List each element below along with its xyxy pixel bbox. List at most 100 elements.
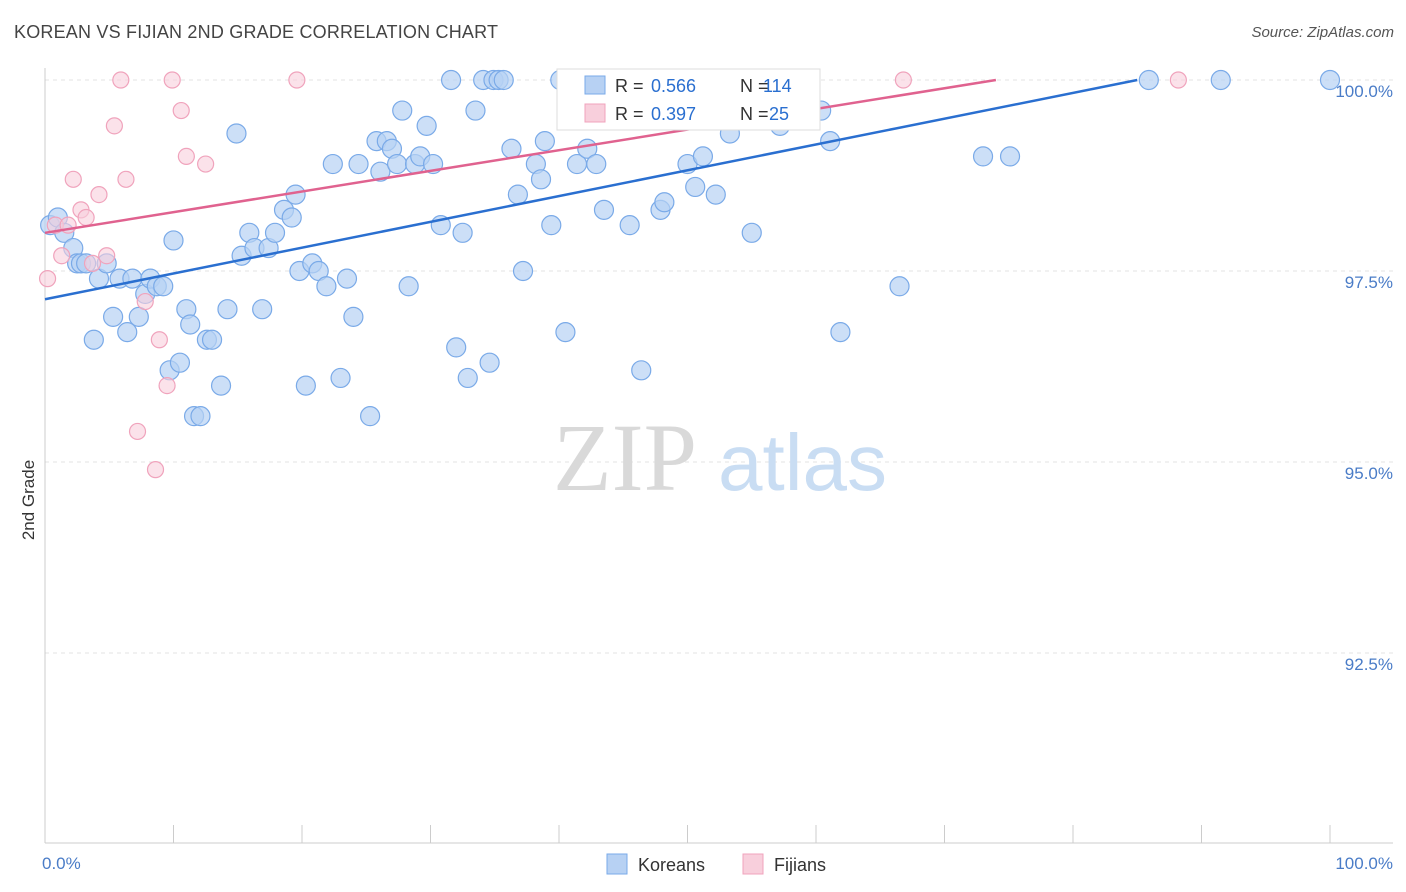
korean-point	[512, 260, 534, 282]
fijian-point	[77, 208, 95, 227]
watermark-atlas: atlas	[718, 418, 887, 507]
watermark-zip: ZIP	[553, 404, 697, 511]
korean-point	[1138, 69, 1159, 91]
korean-point	[534, 131, 555, 152]
korean-point	[398, 276, 419, 297]
korean-point	[330, 367, 351, 389]
fijian-point	[146, 461, 165, 479]
korean-point	[128, 306, 149, 327]
legend-fijians-label: Fijians	[774, 855, 826, 875]
fijian-point	[158, 377, 176, 395]
legend-koreans-swatch	[606, 853, 628, 875]
x-tick-label: 0.0%	[42, 854, 81, 873]
series-koreans-points	[40, 69, 1341, 427]
korean-point	[889, 276, 910, 297]
korean-point	[281, 207, 302, 228]
fijian-point	[117, 170, 135, 188]
fijian-point	[894, 71, 912, 89]
korean-point	[190, 406, 211, 427]
fijian-point	[1169, 71, 1187, 89]
korean-point	[343, 306, 364, 327]
korean-point	[210, 375, 232, 396]
korean-point	[593, 199, 615, 220]
y-axis-label: 2nd Grade	[19, 460, 38, 540]
fijian-point	[105, 117, 123, 135]
x-tick-label: 100.0%	[1335, 854, 1393, 873]
legend-koreans-label: Koreans	[638, 855, 705, 875]
fijian-point	[38, 270, 57, 288]
korean-point	[392, 100, 413, 121]
stats-legend: R = 0.566 N = 114 R = 0.397 N = 25	[556, 68, 821, 131]
tick-labels: 100.0% 97.5% 95.0% 92.5% 0.0% 100.0%	[42, 82, 1393, 873]
korean-point	[541, 215, 562, 236]
korean-point	[169, 352, 191, 373]
y-tick-label: 100.0%	[1335, 82, 1393, 101]
korean-point	[507, 184, 528, 205]
y-tick-label: 95.0%	[1345, 464, 1393, 483]
fijian-point	[83, 254, 102, 272]
korean-point	[530, 169, 552, 190]
korean-point	[252, 299, 273, 320]
legend-fijians-swatch	[742, 853, 764, 875]
korean-point	[555, 322, 576, 343]
y-tick-label: 92.5%	[1345, 655, 1393, 674]
korean-point	[226, 123, 247, 144]
korean-point	[631, 360, 652, 381]
watermark: ZIP atlas	[553, 404, 887, 511]
y-tick-label: 97.5%	[1345, 273, 1393, 292]
korean-point	[452, 222, 473, 243]
axes	[44, 68, 1393, 844]
stats-fijians-r-label: R =	[615, 104, 644, 124]
fijian-point	[53, 247, 71, 265]
stats-fijians-n-label: N =	[740, 104, 769, 124]
stats-koreans-swatch	[584, 75, 606, 95]
korean-point	[360, 406, 381, 427]
korean-point	[1319, 69, 1341, 91]
korean-point	[493, 69, 514, 91]
trend-lines	[44, 78, 1138, 301]
korean-point	[999, 146, 1021, 167]
korean-point	[386, 153, 408, 175]
fijian-point	[172, 101, 190, 120]
korean-point	[180, 314, 201, 335]
fijian-point	[288, 71, 306, 89]
korean-point	[830, 322, 851, 343]
stats-fijians-r-value: 0.397	[651, 104, 696, 124]
korean-point	[336, 268, 358, 289]
fijian-point	[136, 292, 154, 311]
stats-koreans-n-label: N =	[740, 76, 769, 96]
korean-point	[348, 153, 369, 175]
korean-point	[103, 306, 124, 327]
series-fijians-points	[38, 71, 1187, 479]
korean-point	[501, 138, 522, 159]
fijian-point	[177, 147, 195, 165]
korean-point	[370, 161, 391, 182]
gridlines	[45, 79, 1393, 654]
fijians-trend-line	[44, 78, 997, 235]
fijian-point	[197, 155, 215, 173]
stats-koreans-r-value: 0.566	[651, 76, 696, 96]
fijian-point	[64, 170, 82, 188]
korean-point	[201, 329, 223, 350]
korean-point	[692, 146, 714, 167]
stats-fijians-swatch	[584, 103, 606, 123]
korean-point	[654, 192, 675, 213]
fijian-point	[150, 331, 168, 349]
stats-koreans-n-value: 114	[763, 76, 792, 96]
series-legend: Koreans Fijians	[606, 853, 826, 875]
korean-point	[685, 176, 706, 198]
korean-point	[479, 352, 500, 373]
korean-point	[457, 367, 478, 389]
korean-point	[416, 115, 437, 136]
korean-point	[446, 337, 467, 358]
korean-point	[972, 146, 994, 167]
fijian-point	[98, 247, 116, 265]
korean-point	[153, 276, 174, 297]
korean-point	[465, 100, 486, 121]
korean-point	[705, 184, 726, 205]
source-label: Source: ZipAtlas.com	[1251, 24, 1394, 41]
korean-point	[117, 322, 138, 343]
koreans-trend-line	[44, 78, 1138, 301]
stats-koreans-r-label: R =	[615, 76, 644, 96]
